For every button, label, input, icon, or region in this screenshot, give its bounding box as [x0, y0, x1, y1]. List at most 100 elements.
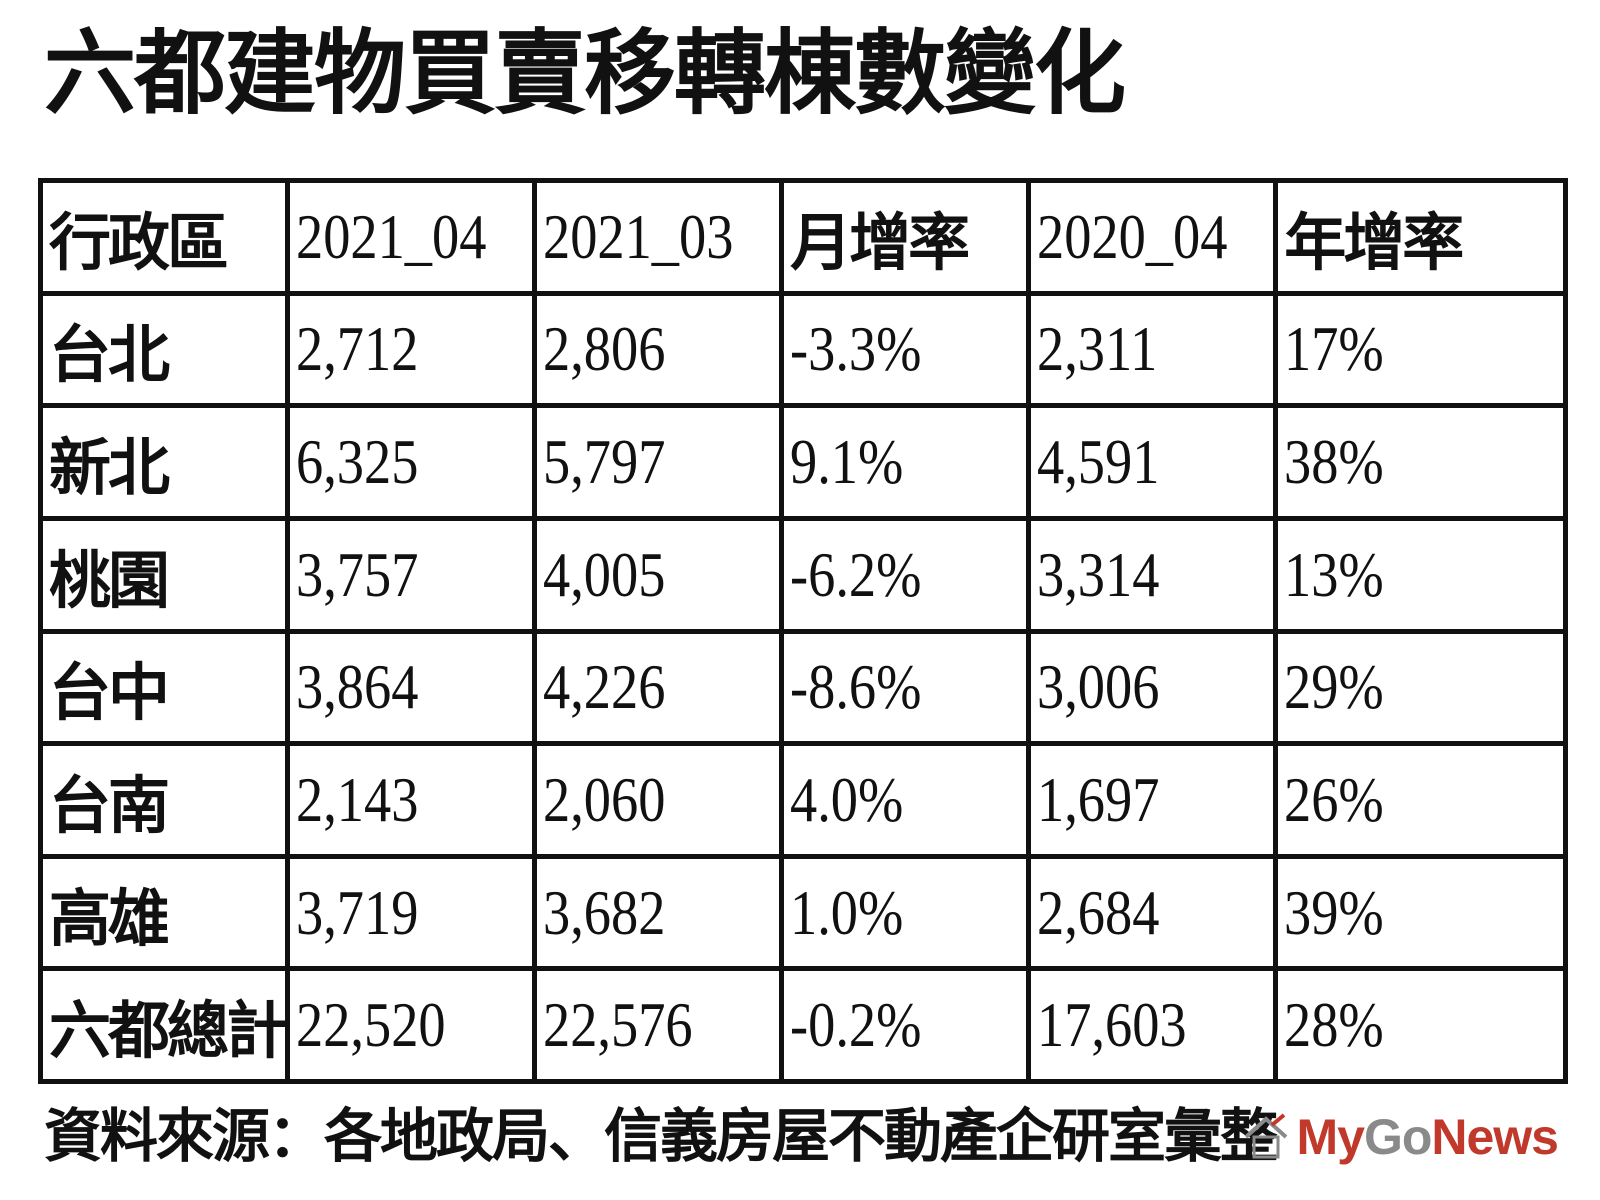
- logo-text: MyGoNews: [1296, 1109, 1559, 1165]
- table-cell: 4,591: [1026, 403, 1279, 521]
- table-cell-text: 2,060: [543, 763, 666, 835]
- table-cell: 38%: [1273, 403, 1568, 521]
- table-cell-text: 3,006: [1037, 651, 1160, 723]
- table-cell-text: 22,576: [543, 989, 693, 1061]
- table-cell: 6,325: [285, 403, 538, 521]
- house-logo-icon: [1245, 1113, 1288, 1159]
- table-cell-text: -0.2%: [790, 989, 922, 1061]
- table-cell: 2,143: [285, 741, 538, 859]
- table-cell-text: 28%: [1284, 989, 1384, 1061]
- table-row: 台南 2,143 2,060 4.0% 1,697 26%: [37, 741, 1568, 859]
- table-cell: 2,806: [532, 290, 785, 409]
- table-cell: -6.2%: [779, 515, 1032, 634]
- table-cell-text: 39%: [1284, 876, 1384, 948]
- table-cell: 新北: [37, 403, 291, 521]
- data-table: 行政區 2021_04 2021_03 月增率 2020_04 年增率台北 2,712 2,8…: [37, 178, 1568, 1084]
- table-cell-text: 6,325: [296, 426, 419, 498]
- table-cell-text: -8.6%: [790, 651, 922, 723]
- column-header: 2020_04: [1026, 178, 1279, 296]
- table-cell: 9.1%: [779, 403, 1032, 521]
- table-cell: 2,712: [285, 290, 538, 409]
- column-header: 年增率: [1273, 178, 1568, 296]
- table-cell: 4,005: [532, 515, 785, 634]
- table-cell-text: 17%: [1284, 313, 1384, 385]
- table-cell: 2,311: [1026, 290, 1279, 409]
- table-cell-text: 2,143: [296, 763, 419, 835]
- table-cell-text: 26%: [1284, 763, 1384, 835]
- table-cell: 桃園: [37, 515, 291, 634]
- table-cell-text: 1,697: [1037, 763, 1160, 835]
- table-cell-text: 5,797: [543, 426, 666, 498]
- table-cell: 3,757: [285, 515, 538, 634]
- table-cell: 4,226: [532, 628, 785, 747]
- table-row: 六都總計 22,520 22,576 -0.2% 17,603 28%: [37, 966, 1568, 1084]
- table-cell: 3,314: [1026, 515, 1279, 634]
- table-cell: 台中: [37, 628, 291, 747]
- table-row: 新北 6,325 5,797 9.1% 4,591 38%: [37, 403, 1568, 521]
- column-header-text: 2021_04: [296, 200, 487, 272]
- table-header-row: 行政區 2021_04 2021_03 月增率 2020_04 年增率: [37, 178, 1568, 296]
- chart-title: 六都建物買賣移轉棟數變化: [44, 20, 1126, 127]
- table-cell-text: 4,005: [543, 538, 666, 610]
- table-cell-text: 2,806: [543, 313, 666, 385]
- table-cell-text: 3,864: [296, 651, 419, 723]
- column-header: 2021_03: [532, 178, 785, 296]
- table-cell: 高雄: [37, 853, 291, 972]
- table-cell-text: -6.2%: [790, 538, 922, 610]
- table-cell: -3.3%: [779, 290, 1032, 409]
- table-row: 台中 3,864 4,226 -8.6% 3,006 29%: [37, 628, 1568, 747]
- column-header-text: 2021_03: [543, 200, 734, 272]
- column-header: 2021_04: [285, 178, 538, 296]
- column-header-text: 2020_04: [1037, 200, 1228, 272]
- table-cell-text: 3,757: [296, 538, 419, 610]
- table-cell: 六都總計: [37, 966, 291, 1084]
- column-header: 行政區: [37, 178, 291, 296]
- table-cell: 5,797: [532, 403, 785, 521]
- table-cell: 3,864: [285, 628, 538, 747]
- column-header: 月增率: [779, 178, 1032, 296]
- table-cell: -0.2%: [779, 966, 1032, 1084]
- table-row: 桃園 3,757 4,005 -6.2% 3,314 13%: [37, 515, 1568, 634]
- table-cell: 3,682: [532, 853, 785, 972]
- table-cell-text: 38%: [1284, 426, 1384, 498]
- table-row: 台北 2,712 2,806 -3.3% 2,311 17%: [37, 290, 1568, 409]
- table-cell-text: 3,682: [543, 876, 666, 948]
- table-cell-text: 29%: [1284, 651, 1384, 723]
- table-cell: 26%: [1273, 741, 1568, 859]
- table-cell-text: 22,520: [296, 989, 446, 1061]
- table-cell-text: 4,226: [543, 651, 666, 723]
- table-cell: 3,719: [285, 853, 538, 972]
- table-cell: 1.0%: [779, 853, 1032, 972]
- table-cell: 3,006: [1026, 628, 1279, 747]
- table-cell-text: 2,712: [296, 313, 419, 385]
- table-cell: 28%: [1273, 966, 1568, 1084]
- table-cell: 39%: [1273, 853, 1568, 972]
- table-cell-text: 3,719: [296, 876, 419, 948]
- table-cell-text: 4.0%: [790, 763, 904, 835]
- table-cell-text: 2,311: [1037, 313, 1158, 385]
- table-cell-text: 1.0%: [790, 876, 904, 948]
- table-cell: 2,684: [1026, 853, 1279, 972]
- table-cell: 22,520: [285, 966, 538, 1084]
- table-cell: 台北: [37, 290, 291, 409]
- table-cell-text: 9.1%: [790, 426, 904, 498]
- table-cell: 22,576: [532, 966, 785, 1084]
- table-row: 高雄 3,719 3,682 1.0% 2,684 39%: [37, 853, 1568, 972]
- table-cell-text: 4,591: [1037, 426, 1160, 498]
- table-cell-text: 13%: [1284, 538, 1384, 610]
- table-cell: 1,697: [1026, 741, 1279, 859]
- table-cell: 29%: [1273, 628, 1568, 747]
- table-cell-text: 2,684: [1037, 876, 1160, 948]
- table-cell: 17%: [1273, 290, 1568, 409]
- source-note: 資料來源：各地政局、信義房屋不動產企研室彙整: [44, 1102, 1278, 1170]
- table-cell: -8.6%: [779, 628, 1032, 747]
- table-cell: 4.0%: [779, 741, 1032, 859]
- table-cell-text: 3,314: [1037, 538, 1160, 610]
- table-cell: 13%: [1273, 515, 1568, 634]
- table-cell: 2,060: [532, 741, 785, 859]
- table-cell-text: 17,603: [1037, 989, 1187, 1061]
- table-cell: 台南: [37, 741, 291, 859]
- table-cell-text: -3.3%: [790, 313, 922, 385]
- watermark-logo: MyGoNews: [1242, 1108, 1559, 1166]
- table-cell: 17,603: [1026, 966, 1279, 1084]
